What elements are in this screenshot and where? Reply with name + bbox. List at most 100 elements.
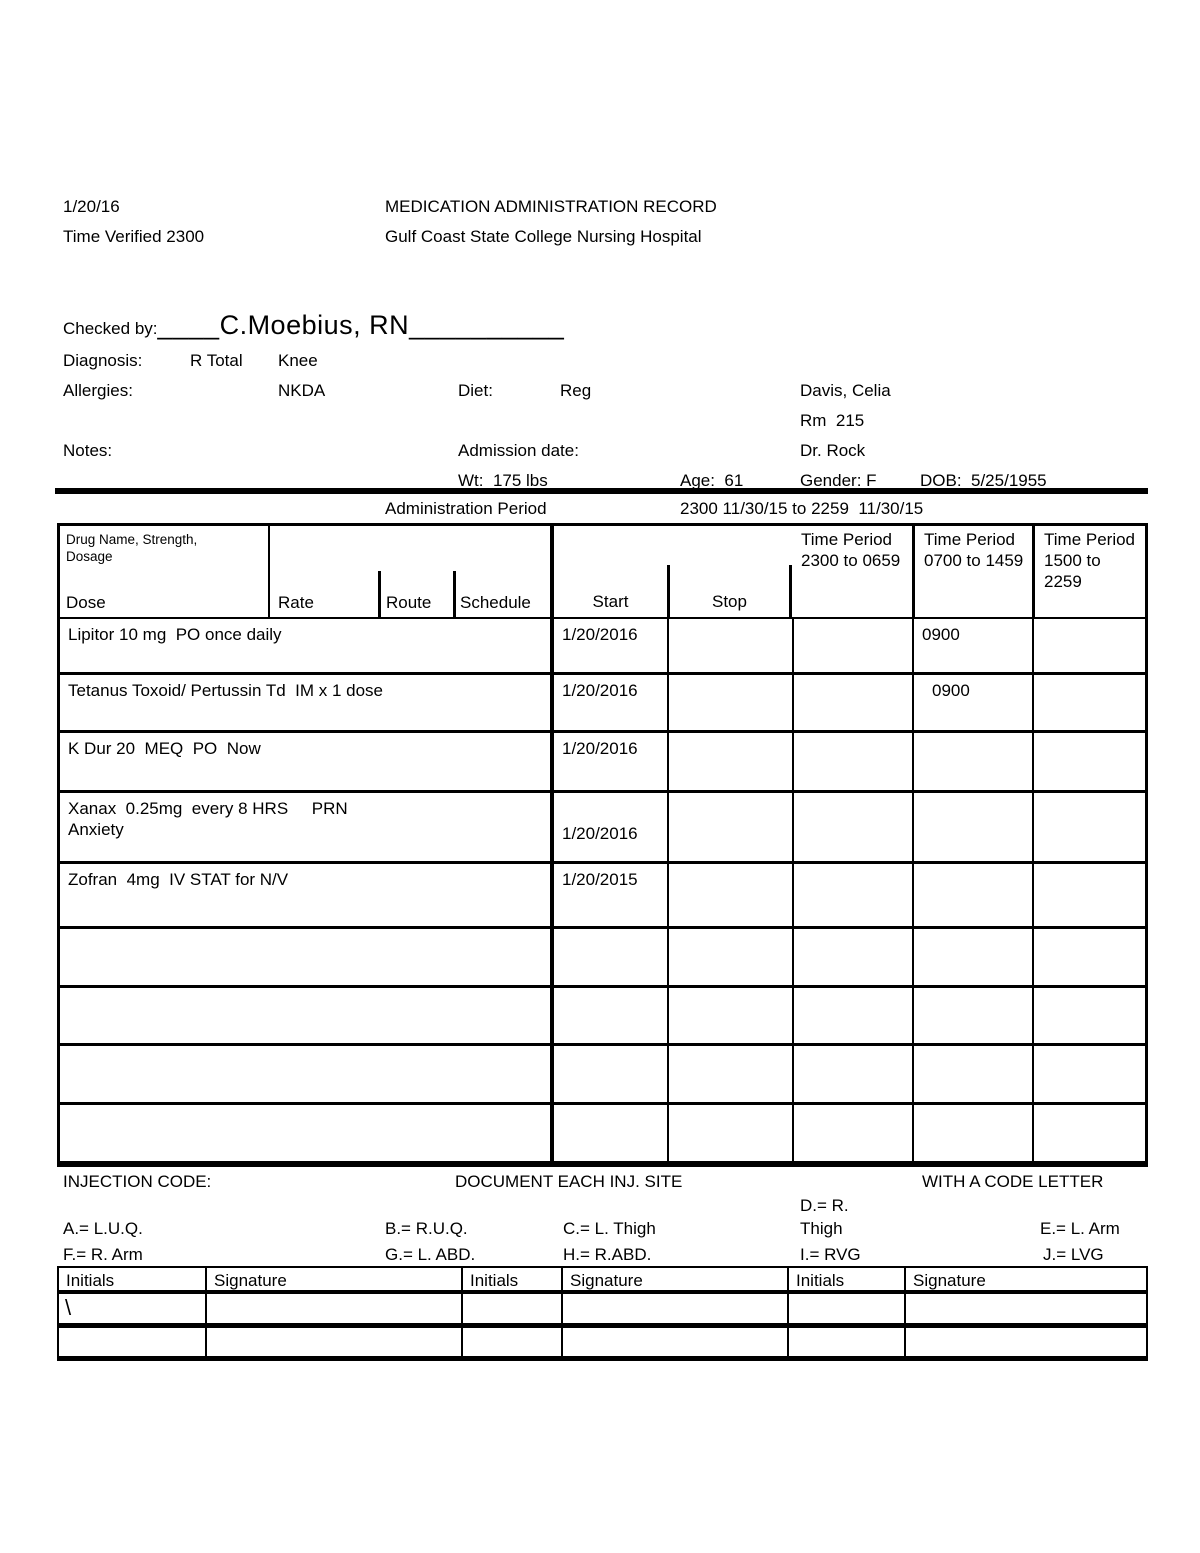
diet-value: Reg <box>560 381 592 400</box>
drug-cell[interactable] <box>60 929 550 985</box>
start-cell[interactable]: 1/20/2016 <box>550 733 667 790</box>
time-period-3-cell[interactable] <box>1032 988 1145 1043</box>
page-title: MEDICATION ADMINISTRATION RECORD <box>385 197 717 216</box>
code-d-line1: D.= R. <box>800 1196 849 1215</box>
med-row-kdur: K Dur 20 MEQ PO Now 1/20/2016 <box>60 733 1145 793</box>
start-cell[interactable]: 1/20/2015 <box>550 864 667 926</box>
time-period-1-cell[interactable] <box>792 988 912 1043</box>
time-period-1-cell[interactable] <box>792 733 912 790</box>
drug-cell[interactable]: Xanax 0.25mg every 8 HRS PRN Anxiety <box>60 793 550 861</box>
drug-entry: K Dur 20 MEQ PO Now <box>68 739 261 758</box>
drug-entry: Xanax 0.25mg every 8 HRS PRN <box>68 799 348 818</box>
checked-by-label: Checked by: <box>63 319 158 338</box>
med-row-empty <box>60 929 1145 988</box>
time-period-3-cell[interactable] <box>1032 1046 1145 1102</box>
signature-cell[interactable] <box>561 1294 787 1323</box>
drug-cell[interactable]: Tetanus Toxoid/ Pertussin Td IM x 1 dose <box>60 675 550 730</box>
signature-cell[interactable] <box>561 1328 787 1356</box>
stop-cell[interactable] <box>667 675 792 730</box>
signature-row: \ <box>59 1294 1146 1328</box>
signature-table: Initials Signature Initials Signature In… <box>57 1266 1148 1361</box>
code-g: G.= L. ABD. <box>385 1245 476 1264</box>
initials-cell[interactable] <box>787 1294 904 1323</box>
time-period-2-cell[interactable] <box>912 1105 1032 1161</box>
signature-header-row: Initials Signature Initials Signature In… <box>59 1268 1146 1294</box>
time-period-3-cell[interactable] <box>1032 675 1145 730</box>
drug-cell[interactable]: Zofran 4mg IV STAT for N/V <box>60 864 550 926</box>
time-period-3-cell[interactable] <box>1032 864 1145 926</box>
route-header: Route <box>386 593 432 612</box>
time-period-1-cell[interactable] <box>792 929 912 985</box>
time-period-1-cell[interactable] <box>792 619 912 672</box>
drug-cell[interactable] <box>60 1046 550 1102</box>
time-period-1-cell[interactable] <box>792 1046 912 1102</box>
stop-cell[interactable] <box>667 1105 792 1161</box>
time-period-2-cell[interactable] <box>912 988 1032 1043</box>
code-e: E.= L. Arm <box>1040 1219 1120 1238</box>
injection-code-title: INJECTION CODE: <box>63 1172 212 1191</box>
time-period-2-cell[interactable] <box>912 864 1032 926</box>
stop-cell[interactable] <box>667 988 792 1043</box>
time-period-2-cell[interactable] <box>912 929 1032 985</box>
stop-cell[interactable] <box>667 929 792 985</box>
start-cell[interactable] <box>550 929 667 985</box>
signature-row <box>59 1328 1146 1356</box>
signature-cell[interactable] <box>904 1294 1146 1323</box>
start-cell[interactable] <box>550 1105 667 1161</box>
rate-header: Rate <box>278 593 314 612</box>
initials-header: Initials <box>66 1271 115 1290</box>
start-cell[interactable]: 1/20/2016 <box>550 619 667 672</box>
gender-value: Gender: F <box>800 471 877 490</box>
allergies-value: NKDA <box>278 381 326 400</box>
stop-cell[interactable] <box>667 864 792 926</box>
med-row-tetanus: Tetanus Toxoid/ Pertussin Td IM x 1 dose… <box>60 675 1145 733</box>
time-period-3-cell[interactable] <box>1032 793 1145 861</box>
drug-cell[interactable] <box>60 988 550 1043</box>
diagnosis-value-1: R Total <box>190 351 243 370</box>
time-period-3-cell[interactable] <box>1032 733 1145 790</box>
signature-cell[interactable] <box>205 1294 461 1323</box>
stop-cell[interactable] <box>667 1046 792 1102</box>
notes-label: Notes: <box>63 441 113 460</box>
time-period-1-cell[interactable] <box>792 864 912 926</box>
signature-cell[interactable] <box>904 1328 1146 1356</box>
initials-cell[interactable]: \ <box>65 1295 72 1320</box>
initials-cell[interactable] <box>59 1328 205 1356</box>
signature-header: Signature <box>904 1268 1146 1290</box>
signature-header: Signature <box>561 1268 787 1290</box>
time-period-1-cell[interactable] <box>792 793 912 861</box>
header-divider <box>268 526 270 617</box>
time-period-3-cell[interactable] <box>1032 929 1145 985</box>
time-period-1-cell[interactable] <box>792 675 912 730</box>
start-cell[interactable]: 1/20/2016 <box>550 793 667 861</box>
signature-cell[interactable] <box>205 1328 461 1356</box>
time-period-3-cell[interactable] <box>1032 619 1145 672</box>
code-b: B.= R.U.Q. <box>385 1219 468 1238</box>
initials-header: Initials <box>787 1268 904 1290</box>
stop-header-cell: Stop <box>667 526 792 617</box>
drug-cell[interactable] <box>60 1105 550 1161</box>
code-i: I.= RVG <box>800 1245 861 1264</box>
time-period-2-cell[interactable]: 0900 <box>912 675 1032 730</box>
drug-entry: Zofran 4mg IV STAT for N/V <box>68 870 289 889</box>
drug-cell[interactable]: Lipitor 10 mg PO once daily <box>60 619 550 672</box>
stop-cell[interactable] <box>667 793 792 861</box>
admission-date-label: Admission date: <box>458 441 579 460</box>
stop-cell[interactable] <box>667 733 792 790</box>
time-period-2-cell[interactable] <box>912 793 1032 861</box>
stop-header: Stop <box>712 592 747 611</box>
time-period-2-cell[interactable] <box>912 1046 1032 1102</box>
start-cell[interactable] <box>550 1046 667 1102</box>
initials-cell[interactable] <box>787 1328 904 1356</box>
start-cell[interactable]: 1/20/2016 <box>550 675 667 730</box>
code-f: F.= R. Arm <box>63 1245 143 1264</box>
initials-cell[interactable] <box>461 1294 561 1323</box>
time-period-3-cell[interactable] <box>1032 1105 1145 1161</box>
start-cell[interactable] <box>550 988 667 1043</box>
drug-cell[interactable]: K Dur 20 MEQ PO Now <box>60 733 550 790</box>
time-period-2-cell[interactable]: 0900 <box>912 619 1032 672</box>
time-period-2-cell[interactable] <box>912 733 1032 790</box>
initials-cell[interactable] <box>461 1328 561 1356</box>
stop-cell[interactable] <box>667 619 792 672</box>
time-period-1-cell[interactable] <box>792 1105 912 1161</box>
